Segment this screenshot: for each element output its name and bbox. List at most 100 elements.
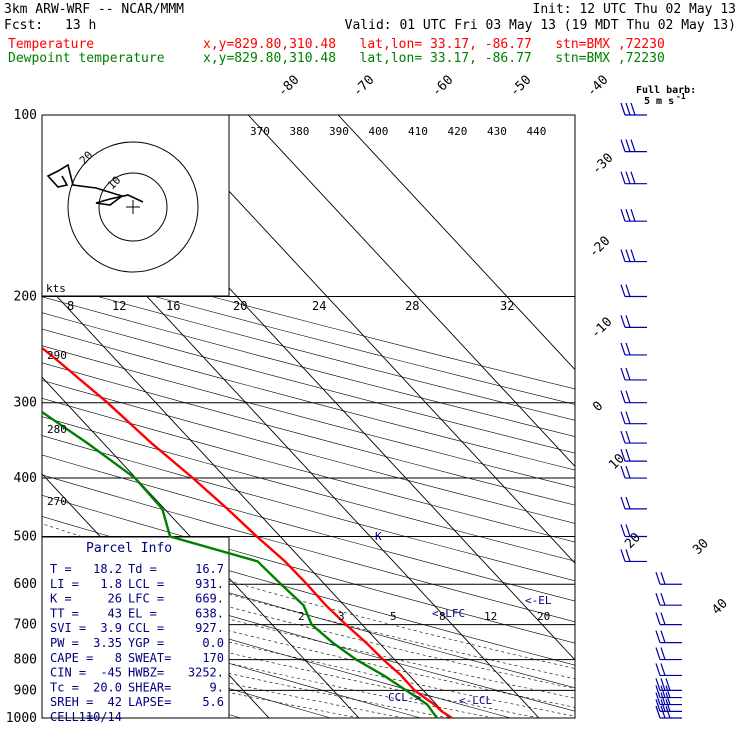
moist-adiabat-line <box>42 581 575 708</box>
wind-barb-flag <box>625 524 631 537</box>
parcel-field-value: 9. <box>210 680 224 694</box>
wind-barb-flag <box>660 630 666 643</box>
speed-scale-label: 24 <box>312 299 326 313</box>
wind-barb-flag <box>665 685 671 698</box>
parcel-field-value: 110/14 <box>79 710 122 724</box>
temperature-line <box>42 346 453 718</box>
valid-time: Valid: 01 UTC Fri 03 May 13 (19 MDT Thu … <box>344 18 736 33</box>
wind-barb-flag <box>620 139 626 152</box>
parcel-info-title: Parcel Info <box>86 541 172 556</box>
parcel-field-value: 170 <box>202 651 224 665</box>
pressure-tick-label: 800 <box>14 653 37 668</box>
parcel-field-label: LI = <box>50 577 79 591</box>
isotherm-line <box>157 115 575 564</box>
parcel-field-value: 1.8 <box>100 577 122 591</box>
legend-temperature-label: Temperature <box>8 37 95 52</box>
wind-barb-flag <box>625 102 631 116</box>
wind-barb-flag <box>625 208 631 222</box>
wind-barb-flag <box>655 705 661 719</box>
wind-barb-flag <box>660 647 666 660</box>
wind-barb-flag <box>625 496 631 510</box>
parcel-field-label: LCL = <box>128 577 164 591</box>
mixing-ratio-label: 20 <box>537 610 550 623</box>
parcel-field-value: 5.6 <box>202 695 224 709</box>
parcel-field-label: Td = <box>128 562 157 576</box>
wind-barb-flag <box>660 663 666 676</box>
theta-side-label: 270 <box>47 495 67 508</box>
parcel-field-value: 3252. <box>188 666 224 680</box>
mixing-ratio-label: 2 <box>298 610 305 623</box>
moist-adiabat-line <box>42 567 575 699</box>
parcel-field-label: PW = <box>50 636 79 650</box>
isotherm-line <box>247 115 575 468</box>
theta-side-label: 290 <box>47 349 67 362</box>
wind-barb-flag <box>620 342 626 356</box>
wind-barb-flag <box>625 390 631 403</box>
hodograph-ring <box>67 141 199 273</box>
pressure-tick-label: 200 <box>14 290 37 305</box>
wind-barb-flag <box>630 249 636 262</box>
wind-barb-flag <box>660 678 666 691</box>
dry-adiabat-line <box>42 250 575 390</box>
moist-adiabat-line <box>42 594 575 717</box>
wind-barb-flag <box>620 496 626 510</box>
parcel-field-label: YGP = <box>128 636 164 650</box>
wind-barb-flag <box>660 699 666 712</box>
barb-legend-exponent: -1 <box>676 92 686 101</box>
wind-barbs <box>620 102 682 719</box>
speed-scale-label: 20 <box>233 299 247 313</box>
hodograph-trace <box>46 163 144 206</box>
wind-barb-flag <box>620 448 626 462</box>
parcel-info-panel: Parcel Info T = 18.2 Td = 16.7 LI = 1.8 LCL = 93… <box>41 536 230 724</box>
parcel-field-label: CELL = <box>50 710 93 724</box>
wind-barb-flag <box>655 592 661 606</box>
wind-barb-flag <box>625 315 631 328</box>
parcel-field-label: LFC = <box>128 592 164 606</box>
pressure-tick-label: 1000 <box>6 711 37 726</box>
parcel-field-label: TT = <box>50 606 79 620</box>
theta-label: 370 <box>250 125 270 138</box>
wind-barb-flag <box>625 249 631 262</box>
parcel-field-label: EL = <box>128 606 157 620</box>
wind-barb-flag <box>665 678 671 691</box>
wind-barb-flag <box>625 171 631 184</box>
speed-scale-label: 12 <box>112 299 126 313</box>
wind-barb-flag <box>625 430 631 444</box>
pressure-tick-label: 500 <box>14 529 37 544</box>
parcel-field-label: CAPE = <box>50 651 93 665</box>
wind-barb-flag <box>665 705 671 719</box>
parcel-field-label: Tc = <box>50 680 79 694</box>
parcel-field-label: SHEAR= <box>128 680 171 694</box>
forecast-hour: 13 h <box>65 18 97 33</box>
parcel-field-label: CIN = <box>50 666 86 680</box>
wind-barb-flag <box>655 699 661 712</box>
speed-unit-label: kts <box>46 282 66 295</box>
dry-adiabat-line <box>42 474 575 623</box>
parcel-field-value: 927. <box>195 621 224 635</box>
ccl-marker: CCL-> <box>388 691 421 704</box>
parcel-field-value: 3.9 <box>100 621 122 635</box>
plot-frame <box>41 114 576 719</box>
hodograph-ring <box>98 172 168 242</box>
parcel-info-box <box>41 536 230 719</box>
pressure-tick-label: 700 <box>14 618 37 633</box>
wind-barb-flag <box>620 390 626 403</box>
parcel-field-value: 18.2 <box>93 562 122 576</box>
wind-barb-flag <box>620 549 626 562</box>
dry-adiabat-line <box>42 495 575 644</box>
model-title: 3km ARW-WRF -- NCAR/MMM <box>4 2 185 17</box>
wind-barb-flag <box>665 699 671 712</box>
wind-barb-flag <box>630 171 636 184</box>
isotherm-label: -60 <box>429 73 456 100</box>
parcel-field-label: SREH = <box>50 695 93 709</box>
parcel-field-label: LAPSE= <box>128 695 171 709</box>
wind-barb-flag <box>660 572 666 585</box>
wind-barb-flag <box>620 315 626 328</box>
wind-barb-flag <box>625 465 631 479</box>
wind-barb-flag <box>655 692 661 705</box>
dry-adiabat-line <box>42 296 575 437</box>
parcel-field-value: -45 <box>100 666 122 680</box>
isotherm-label: -80 <box>275 73 302 100</box>
